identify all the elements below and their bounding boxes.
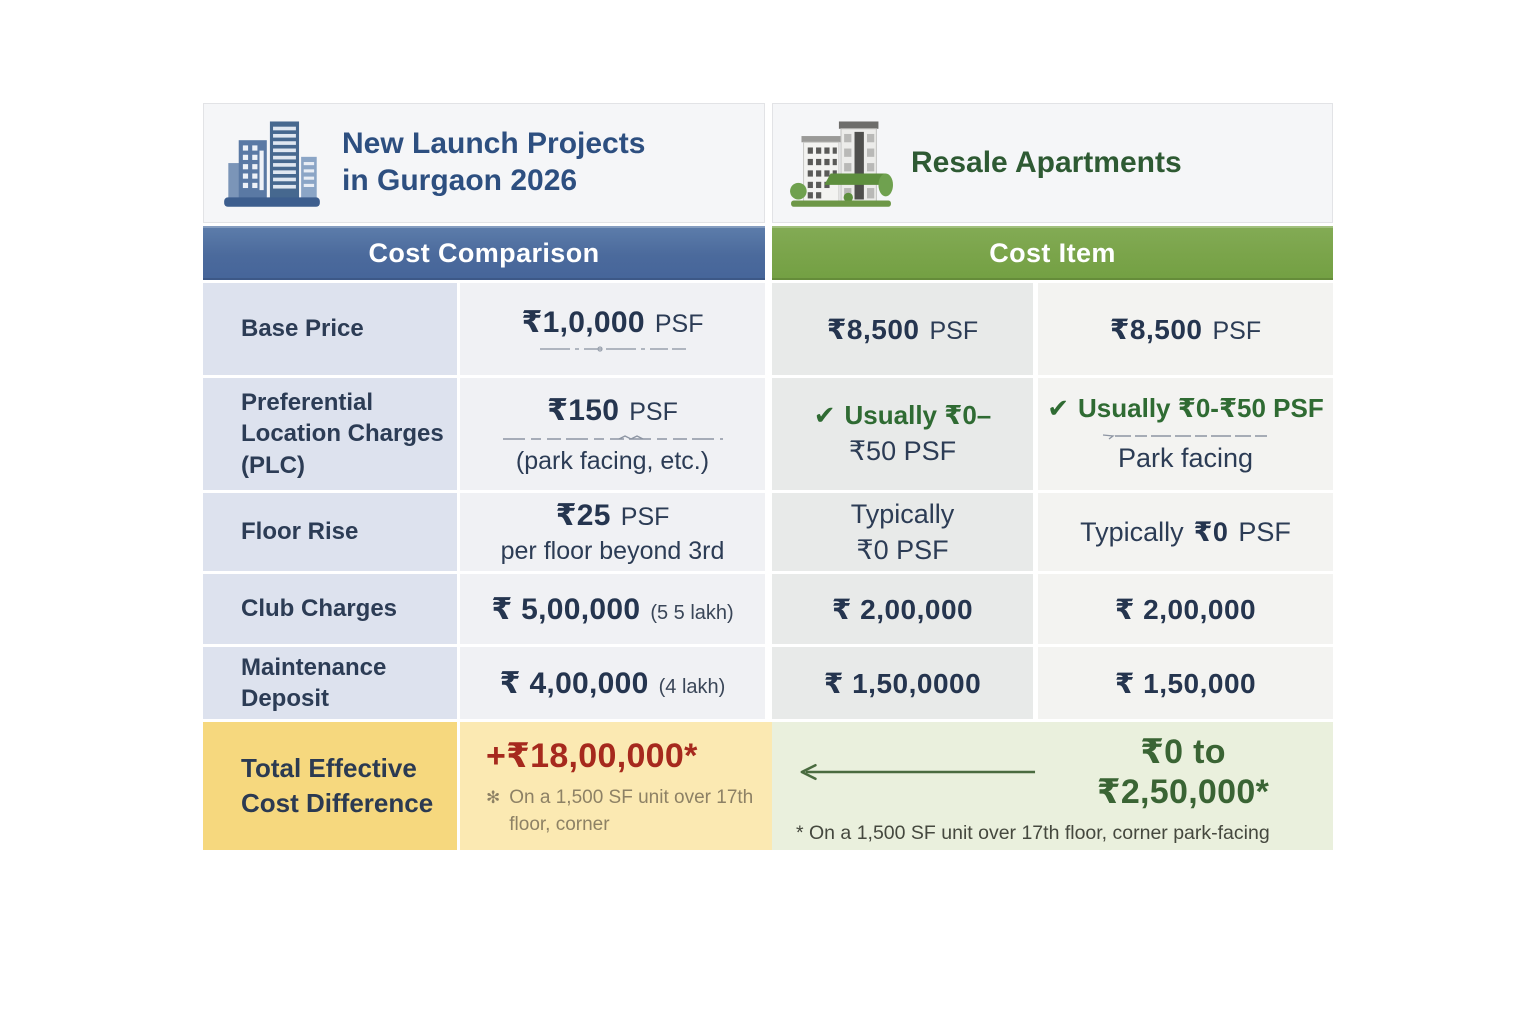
- resale-base-amount-1: ₹8,500: [826, 313, 920, 345]
- resale-maintenance-2: ₹ 1,50,000: [1038, 647, 1333, 719]
- plc-label: Preferential Location Charges (PLC): [203, 378, 457, 490]
- resale-maintenance-1-amount: ₹ 1,50,0000: [823, 667, 982, 699]
- comparison-table: New Launch Projects in Gurgaon 2026 Cost…: [203, 103, 1333, 850]
- resale-club-1: ₹ 2,00,000: [772, 574, 1033, 644]
- resale-plc-2-line2: Park facing: [1117, 443, 1254, 474]
- plc-amount: ₹150: [547, 393, 620, 427]
- table-row-club-charges: Club Charges ₹ 5,00,000 (5 5 lakh): [203, 574, 765, 644]
- apartment-building-icon: [789, 109, 893, 218]
- floor-rise-amount: ₹25: [555, 499, 611, 532]
- scribble-underline: [539, 346, 686, 352]
- cost-comparison-banner: Cost Comparison: [203, 226, 765, 280]
- cost-item-banner: Cost Item: [772, 226, 1333, 280]
- total-label-line2: Cost Difference: [241, 788, 434, 818]
- resale-club-1-amount: ₹ 2,00,000: [831, 593, 974, 625]
- resale-maintenance-1: ₹ 1,50,0000: [772, 647, 1033, 719]
- resale-row-base-price: ₹8,500 PSF ₹8,500 PSF: [772, 283, 1333, 375]
- plc-value: ₹150 PSF (park facing, etc.): [460, 378, 765, 490]
- resale-floor-rise-1: Typically ₹0 PSF: [772, 493, 1033, 571]
- floor-rise-label: Floor Rise: [203, 493, 457, 571]
- resale-maintenance-2-amount: ₹ 1,50,000: [1114, 667, 1257, 699]
- floor-rise-note: per floor beyond 3rd: [500, 537, 725, 565]
- left-arrow-icon: [800, 763, 1036, 780]
- floor-rise-value: ₹25 PSF per floor beyond 3rd: [460, 493, 765, 571]
- base-price-value: ₹1,0,000 PSF: [460, 283, 765, 375]
- maintenance-note: (4 lakh): [658, 675, 726, 698]
- resale-base-price-2: ₹8,500 PSF: [1038, 283, 1333, 375]
- resale-plc-2: ✔ Usually ₹0-₹50 PSF Park facing: [1038, 378, 1333, 490]
- resale-plc-1-line2: ₹50 PSF: [848, 436, 957, 467]
- footnote-marker-icon: ✻: [486, 787, 501, 807]
- new-launch-title: New Launch Projects in Gurgaon 2026: [342, 126, 645, 199]
- new-launch-title-line1: New Launch Projects: [342, 127, 646, 161]
- table-row-base-price: Base Price ₹1,0,000 PSF: [203, 283, 765, 375]
- resale-floor-rise-2-unit: PSF: [1238, 516, 1291, 547]
- resale-row-club-charges: ₹ 2,00,000 ₹ 2,00,000: [772, 574, 1333, 644]
- maintenance-label: Maintenance Deposit: [203, 647, 457, 719]
- plc-unit: PSF: [629, 397, 678, 426]
- resale-club-2: ₹ 2,00,000: [1038, 574, 1333, 644]
- new-launch-header: New Launch Projects in Gurgaon 2026: [203, 103, 765, 223]
- resale-base-price-1: ₹8,500 PSF: [772, 283, 1033, 375]
- maintenance-amount: ₹ 4,00,000: [499, 666, 649, 700]
- table-row-floor-rise: Floor Rise ₹25 PSF per floor beyond 3rd: [203, 493, 765, 571]
- table-row-total-right: ₹0 to ₹2,50,000* * On a 1,500 SF unit ov…: [772, 722, 1333, 850]
- total-footnote-right: * On a 1,500 SF unit over 17th floor, co…: [796, 821, 1270, 844]
- check-icon: ✔: [1047, 393, 1070, 424]
- base-price-label: Base Price: [203, 283, 457, 375]
- resale-plc-1: ✔ Usually ₹0– ₹50 PSF: [772, 378, 1033, 490]
- resale-title: Resale Apartments: [911, 145, 1182, 179]
- new-launch-title-line2: in Gurgaon 2026: [342, 164, 578, 197]
- resale-floor-rise-1-line1: Typically: [850, 498, 955, 529]
- total-label-line1: Total Effective: [241, 752, 417, 783]
- table-row-plc: Preferential Location Charges (PLC) ₹150…: [203, 378, 765, 490]
- club-charges-note: (5 5 lakh): [650, 601, 734, 624]
- plc-note: (park facing, etc.): [515, 446, 710, 475]
- club-charges-value: ₹ 5,00,000 (5 5 lakh): [460, 574, 765, 644]
- club-charges-label: Club Charges: [203, 574, 457, 644]
- resale-row-maintenance: ₹ 1,50,0000 ₹ 1,50,000: [772, 647, 1333, 719]
- city-buildings-icon: [220, 109, 324, 218]
- resale-floor-rise-1-line2: ₹0 PSF: [856, 535, 949, 565]
- total-amount-resale: ₹0 to ₹2,50,000*: [1096, 732, 1270, 811]
- resale-plc-1-line1: Usually ₹0–: [844, 400, 992, 431]
- resale-base-amount-2: ₹8,500: [1109, 313, 1203, 345]
- total-value-left: +₹18,00,000* ✻ On a 1,500 SF unit over 1…: [460, 722, 778, 850]
- resale-club-2-amount: ₹ 2,00,000: [1114, 593, 1257, 625]
- total-amount-new-launch: +₹18,00,000*: [486, 736, 698, 775]
- base-price-unit: PSF: [654, 310, 704, 338]
- scribble-underline: [1102, 434, 1267, 440]
- base-price-amount: ₹1,0,000: [521, 306, 645, 339]
- resale-base-unit-2: PSF: [1212, 316, 1262, 345]
- total-footnote-left: On a 1,500 SF unit over 17th floor, corn…: [509, 786, 754, 835]
- resale-header: Resale Apartments: [772, 103, 1333, 223]
- scribble-underline: [502, 434, 723, 440]
- maintenance-value: ₹ 4,00,000 (4 lakh): [460, 647, 765, 719]
- table-row-maintenance: Maintenance Deposit ₹ 4,00,000 (4 lakh): [203, 647, 765, 719]
- club-charges-amount: ₹ 5,00,000: [491, 592, 641, 626]
- new-launch-column: New Launch Projects in Gurgaon 2026 Cost…: [203, 103, 778, 850]
- resale-base-unit-1: PSF: [929, 316, 979, 345]
- resale-plc-2-line1: Usually ₹0-₹50 PSF: [1078, 393, 1324, 424]
- resale-column: Resale Apartments Cost Item ₹8,500 PSF ₹…: [772, 103, 1333, 850]
- resale-floor-rise-2-prefix: Typically: [1080, 516, 1184, 547]
- floor-rise-unit: PSF: [620, 503, 670, 531]
- resale-row-floor-rise: Typically ₹0 PSF Typically ₹0 PSF: [772, 493, 1333, 571]
- check-icon: ✔: [813, 400, 836, 431]
- table-row-total-left: Total Effective Cost Difference +₹18,00,…: [203, 722, 778, 850]
- resale-floor-rise-2-amount: ₹0: [1193, 516, 1229, 547]
- total-label: Total Effective Cost Difference: [203, 722, 457, 850]
- resale-floor-rise-2: Typically ₹0 PSF: [1038, 493, 1333, 571]
- resale-row-plc: ✔ Usually ₹0– ₹50 PSF ✔ Usually ₹0-₹50 PSF…: [772, 378, 1333, 490]
